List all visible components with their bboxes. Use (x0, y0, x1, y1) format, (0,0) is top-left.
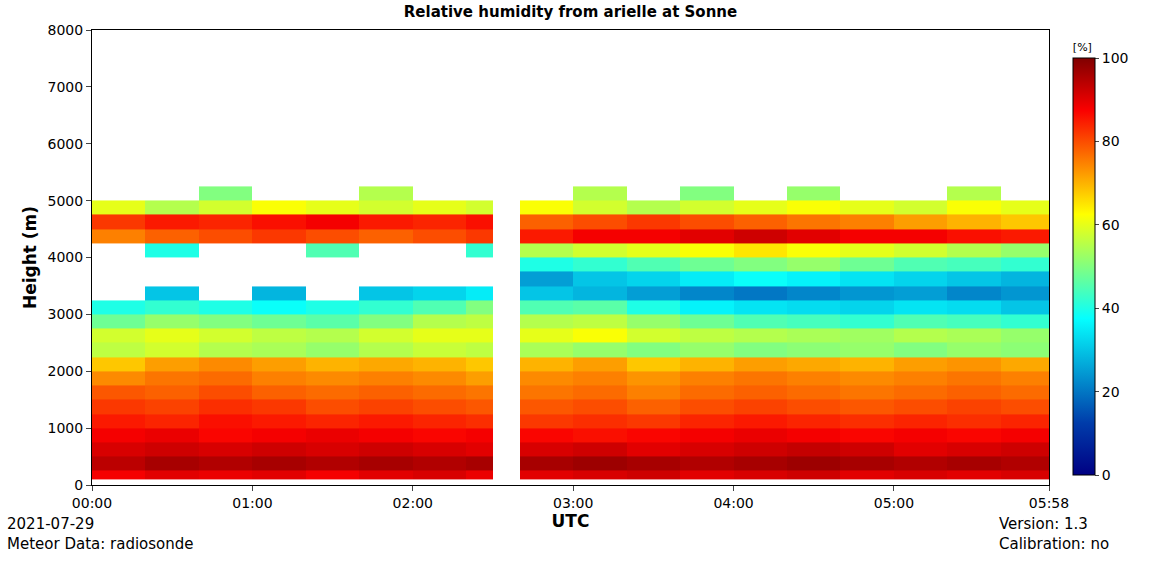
svg-text:5000: 5000 (48, 193, 84, 209)
svg-text:03:00: 03:00 (553, 495, 593, 511)
svg-text:1000: 1000 (48, 420, 84, 436)
svg-text:8000: 8000 (48, 22, 84, 38)
svg-text:40: 40 (1102, 300, 1120, 316)
svg-text:7000: 7000 (48, 79, 84, 95)
svg-text:100: 100 (1102, 50, 1129, 66)
svg-text:05:58: 05:58 (1029, 495, 1069, 511)
svg-text:UTC: UTC (552, 511, 590, 531)
svg-text:02:00: 02:00 (393, 495, 433, 511)
svg-text:2000: 2000 (48, 363, 84, 379)
svg-text:80: 80 (1102, 133, 1120, 149)
svg-text:01:00: 01:00 (232, 495, 272, 511)
svg-text:04:00: 04:00 (713, 495, 753, 511)
svg-text:60: 60 (1102, 217, 1120, 233)
svg-text:0: 0 (1102, 467, 1111, 483)
svg-text:05:00: 05:00 (874, 495, 914, 511)
svg-text:[%]: [%] (1073, 41, 1092, 54)
svg-text:20: 20 (1102, 384, 1120, 400)
svg-text:Version: 1.3Calibration: no: Version: 1.3Calibration: no (999, 515, 1109, 553)
svg-text:00:00: 00:00 (72, 495, 112, 511)
svg-text:2021-07-29Meteor Data: radioso: 2021-07-29Meteor Data: radiosonde (7, 515, 194, 553)
svg-text:4000: 4000 (48, 249, 84, 265)
svg-text:Height (m): Height (m) (20, 206, 40, 309)
svg-text:Relative humidity from arielle: Relative humidity from arielle at Sonne (404, 3, 737, 21)
svg-text:0: 0 (74, 477, 83, 493)
svg-text:3000: 3000 (48, 306, 84, 322)
svg-text:6000: 6000 (48, 136, 84, 152)
